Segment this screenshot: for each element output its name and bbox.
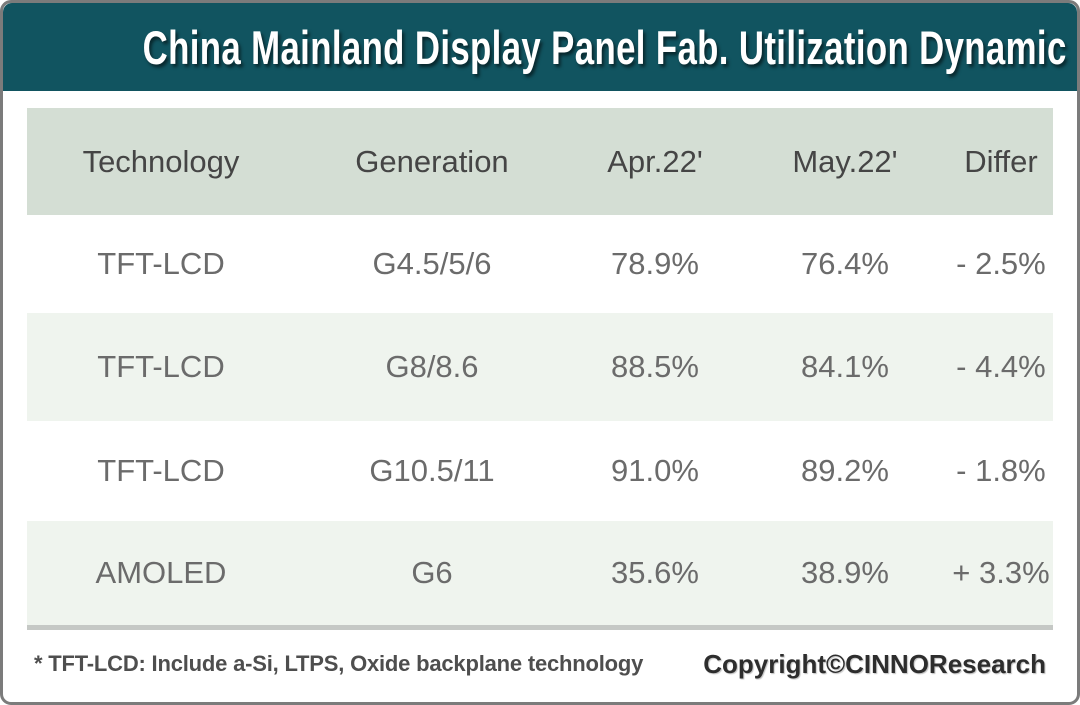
cell-generation: G10.5/11 bbox=[369, 453, 495, 488]
cell-generation: G8/8.6 bbox=[385, 349, 479, 384]
cell-generation: G4.5/5/6 bbox=[372, 246, 492, 281]
column-header-may22: May.22' bbox=[792, 143, 898, 179]
column-header-technology: Technology bbox=[82, 143, 240, 179]
cell-generation: G6 bbox=[411, 555, 453, 590]
cell-technology: TFT-LCD bbox=[97, 349, 225, 384]
cell-technology: TFT-LCD bbox=[97, 246, 225, 281]
cell-apr22: 91.0% bbox=[611, 453, 699, 488]
table-row: TFT-LCD G4.5/5/6 78.9% 76.4% - 2.5% bbox=[27, 215, 1053, 313]
cell-differ: - 1.8% bbox=[956, 453, 1046, 488]
column-header-apr22: Apr.22' bbox=[607, 143, 703, 179]
cell-differ: + 3.3% bbox=[952, 555, 1050, 590]
cell-technology: TFT-LCD bbox=[97, 453, 225, 488]
footnote: * TFT-LCD: Include a-Si, LTPS, Oxide bac… bbox=[34, 651, 644, 676]
title-banner: China Mainland Display Panel Fab. Utiliz… bbox=[3, 3, 1077, 91]
column-header-generation: Generation bbox=[355, 143, 509, 179]
table-row: TFT-LCD G10.5/11 91.0% 89.2% - 1.8% bbox=[27, 421, 1053, 521]
cell-apr22: 35.6% bbox=[611, 555, 699, 590]
table-header-row: Technology Generation Apr.22' May.22' Di… bbox=[27, 108, 1053, 215]
cell-may22: 84.1% bbox=[801, 349, 889, 384]
cell-may22: 76.4% bbox=[801, 246, 889, 281]
cell-technology: AMOLED bbox=[95, 555, 227, 590]
cell-apr22: 88.5% bbox=[611, 349, 699, 384]
cell-differ: - 2.5% bbox=[956, 246, 1046, 281]
table-row: TFT-LCD G8/8.6 88.5% 84.1% - 4.4% bbox=[27, 313, 1053, 421]
page-title: China Mainland Display Panel Fab. Utiliz… bbox=[142, 20, 1067, 74]
cell-apr22: 78.9% bbox=[611, 246, 699, 281]
column-header-differ: Differ bbox=[964, 143, 1038, 179]
footer: * TFT-LCD: Include a-Si, LTPS, Oxide bac… bbox=[0, 638, 1080, 690]
table-row: AMOLED G6 35.6% 38.9% + 3.3% bbox=[27, 521, 1053, 625]
cell-may22: 89.2% bbox=[801, 453, 889, 488]
copyright-label: Copyright©CINNOResearch bbox=[703, 648, 1046, 679]
cell-differ: - 4.4% bbox=[956, 349, 1046, 384]
utilization-table: Technology Generation Apr.22' May.22' Di… bbox=[27, 108, 1053, 630]
cell-may22: 38.9% bbox=[801, 555, 889, 590]
